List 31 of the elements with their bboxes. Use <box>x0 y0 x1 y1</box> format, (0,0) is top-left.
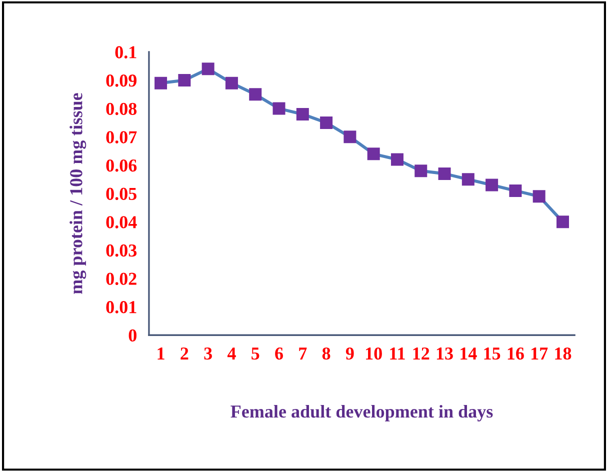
y-tick-label: 0.02 <box>106 272 136 285</box>
y-tick-label: 0.08 <box>106 102 137 116</box>
x-tick-label: 11 <box>390 348 405 360</box>
x-tick-label: 1 <box>158 348 164 360</box>
x-tick-label: 2 <box>180 348 188 360</box>
x-tick-label: 3 <box>204 348 212 360</box>
x-tick-label: 16 <box>508 348 524 360</box>
y-axis-title: mg protein / 100 mg tissue <box>70 93 86 294</box>
x-tick-label: 5 <box>252 348 260 360</box>
x-tick-label: 6 <box>275 348 283 360</box>
x-tick-label: 12 <box>413 348 430 360</box>
x-tick-label: 10 <box>366 347 382 360</box>
x-tick-label: 14 <box>460 348 477 360</box>
x-tick-label: 7 <box>299 348 307 360</box>
y-tick-label: 0.09 <box>106 74 137 87</box>
x-axis-title: Female adult development in days <box>230 404 493 422</box>
y-tick-label: 0.03 <box>106 244 137 257</box>
x-tick-label: 13 <box>436 348 453 360</box>
x-tick-label: 9 <box>346 348 354 360</box>
y-tick-label: 0.05 <box>106 188 136 200</box>
x-tick-label: 4 <box>227 348 236 360</box>
x-tick-label: 18 <box>555 347 572 360</box>
y-tick-label: 0.01 <box>106 301 136 314</box>
y-tick-label: 0.06 <box>106 159 137 172</box>
x-tick-label: 8 <box>322 347 330 360</box>
y-tick-label: 0.04 <box>106 216 137 228</box>
x-tick-label: 15 <box>484 348 500 360</box>
y-tick-label: 0.07 <box>106 131 137 144</box>
y-tick-label: 0.1 <box>115 46 136 58</box>
x-tick-label: 17 <box>532 348 548 360</box>
y-tick-label: 0 <box>128 329 136 342</box>
